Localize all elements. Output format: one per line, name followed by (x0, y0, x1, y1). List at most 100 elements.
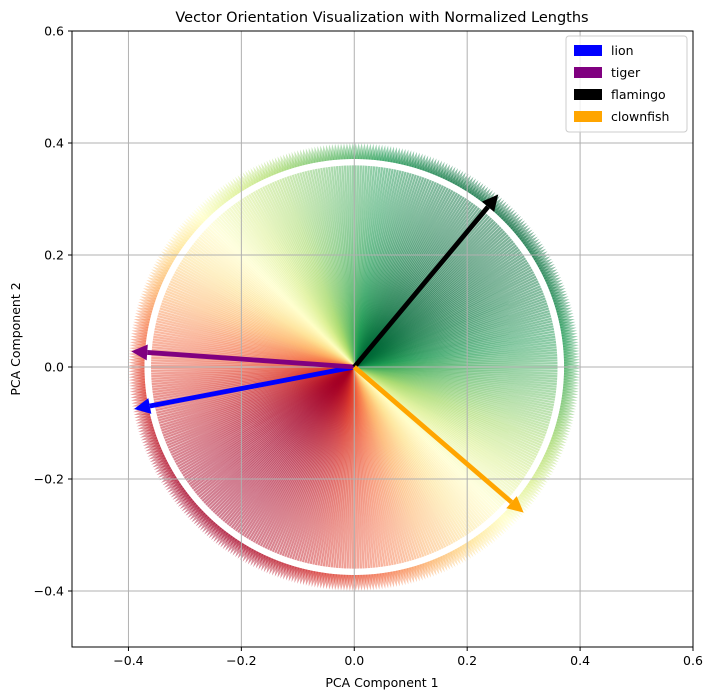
legend-swatch (574, 89, 602, 100)
field-vector-head (266, 557, 276, 574)
field-vector-head (559, 321, 576, 329)
field-vector-head (134, 410, 151, 418)
field-vector-head (430, 558, 440, 575)
field-vector-head (237, 543, 249, 559)
field-vector-head (135, 313, 152, 321)
legend-label: clownfish (611, 109, 669, 124)
field-vector-head (559, 405, 576, 413)
field-vector-head (409, 565, 417, 583)
field-vector-head (411, 565, 420, 582)
field-vector-head (541, 454, 558, 465)
field-vector-head (324, 144, 332, 162)
field-vector-head (563, 351, 580, 359)
field-vector-head (537, 261, 554, 272)
field-vector-head (563, 345, 580, 353)
field-vector-head (225, 183, 238, 199)
field-vector-head (128, 373, 145, 381)
field-vector-head (193, 209, 208, 224)
field-vector-head (269, 558, 279, 575)
field-vector-head (543, 449, 560, 460)
field-vector-head (322, 572, 330, 589)
field-vector-head (129, 340, 147, 348)
field-vector-head (151, 454, 168, 465)
field-vector-head (542, 452, 559, 463)
field-vector-head (311, 570, 319, 587)
field-vector-head (179, 224, 195, 238)
field-vector-head (354, 143, 362, 160)
field-vector-head (450, 169, 461, 186)
field-vector-head (555, 307, 573, 316)
field-vector-head (297, 567, 305, 584)
field-vector-head (368, 143, 376, 161)
field-vector-head (208, 523, 222, 539)
field-vector-head (138, 301, 155, 310)
field-vector-head (330, 573, 338, 590)
field-vector-head (541, 269, 558, 280)
field-vector-head (521, 234, 537, 247)
field-vector-head (452, 547, 464, 564)
field-vector-head (346, 143, 354, 160)
legend-entry-lion: lion (574, 43, 634, 58)
field-vector-head (197, 205, 212, 220)
legend-swatch (574, 67, 602, 78)
field-vector-head (371, 144, 379, 161)
field-vector-head (189, 213, 204, 228)
field-vector-head (497, 205, 511, 220)
field-vector-head (547, 442, 564, 452)
field-vector-head (300, 149, 308, 166)
field-vector-head (454, 546, 466, 562)
field-vector-head (160, 471, 177, 483)
field-vector-head (134, 316, 151, 324)
plot-frame (71, 30, 694, 648)
field-vector-head (213, 527, 227, 542)
field-vector-head (327, 144, 335, 161)
field-vector-head (512, 222, 527, 236)
field-vector-head (471, 183, 484, 199)
field-vector-head (517, 491, 533, 505)
field-vector-head (280, 562, 289, 579)
field-vector-head (319, 145, 327, 162)
field-vector-head (554, 424, 571, 433)
field-vector-head (556, 310, 573, 318)
field-vector-head (499, 207, 513, 222)
field-vector-head (435, 161, 445, 178)
field-vector-head (177, 227, 193, 240)
field-vector-head (545, 447, 562, 457)
field-vector-head (266, 160, 276, 177)
y-tick-label: 0.6 (44, 24, 64, 39)
field-vector-head (384, 571, 392, 589)
field-vector-head (510, 220, 526, 234)
field-vector-head (128, 370, 145, 378)
legend-label: flamingo (611, 87, 666, 102)
arrow-head (134, 398, 152, 414)
field-vector-head (294, 566, 303, 583)
field-vector-head (280, 155, 289, 172)
field-vector-head (387, 146, 395, 163)
legend-entry-clownfish: clownfish (574, 109, 669, 124)
field-vector-head (382, 145, 390, 162)
field-vector-head (189, 506, 204, 521)
arrow-shaft (352, 205, 490, 369)
field-vector-head (142, 437, 160, 446)
y-axis-title: PCA Component 2 (8, 282, 23, 395)
field-vector-head (140, 431, 158, 441)
field-vector-head (176, 229, 191, 243)
field-vector-head (159, 253, 176, 265)
legend-swatch (574, 45, 602, 56)
field-vector-head (561, 394, 578, 402)
field-vector-head (135, 413, 152, 421)
field-vector-head (354, 574, 362, 591)
field-vector-head (247, 548, 259, 565)
field-vector-head (445, 551, 456, 568)
field-vector-head (490, 520, 505, 535)
field-vector-head (308, 147, 316, 164)
field-vector-head (129, 383, 146, 391)
field-vector-head (506, 216, 522, 230)
field-vector-head (181, 498, 197, 512)
field-vector-head (147, 277, 164, 287)
field-vector-head (149, 271, 166, 282)
axis-ticks: −0.4 −0.2 0.0 0.2 0.4 0.6 −0.4 −0.2 0.0 0.2 0.4 0.6 (34, 24, 703, 669)
field-vector-head (160, 251, 177, 263)
field-vector-head (527, 478, 543, 491)
field-vector-head (419, 562, 429, 579)
